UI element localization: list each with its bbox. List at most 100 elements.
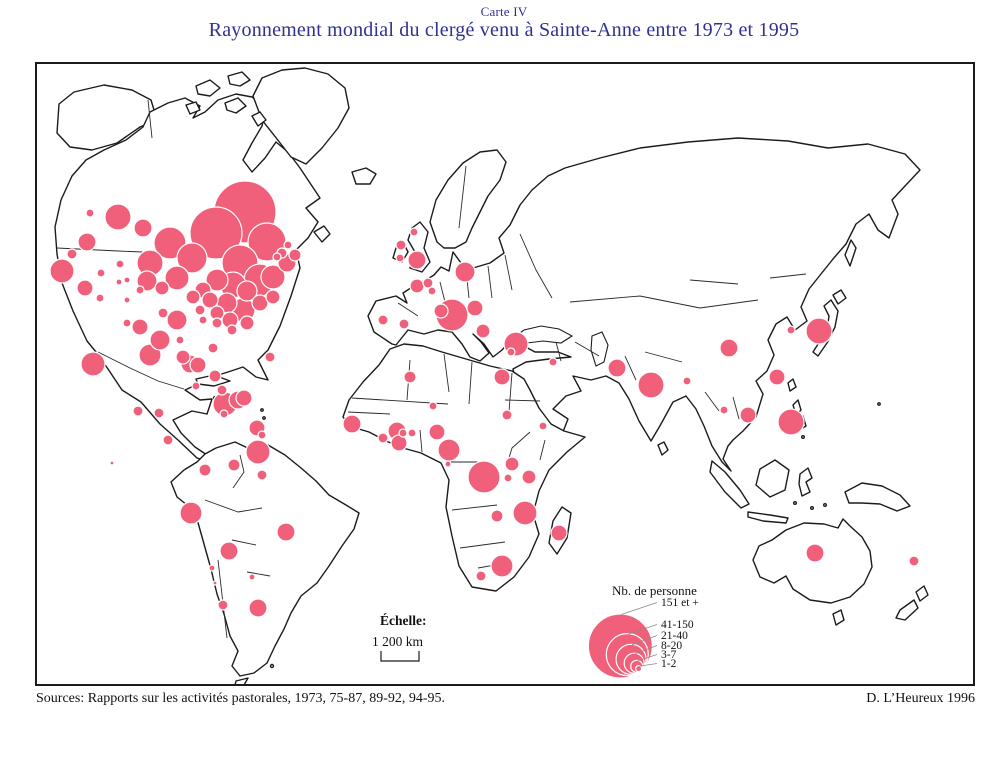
map-circle bbox=[550, 524, 568, 542]
map-circle bbox=[409, 227, 419, 237]
map-circle bbox=[777, 408, 805, 436]
map-circle bbox=[175, 349, 191, 365]
map-circle bbox=[248, 598, 268, 618]
map-circle bbox=[422, 277, 434, 289]
legend-leader-line bbox=[635, 645, 658, 655]
map-circle bbox=[908, 555, 920, 567]
map-circle bbox=[122, 318, 132, 328]
map-circle bbox=[454, 261, 476, 283]
map-circle bbox=[219, 541, 239, 561]
map-circle bbox=[607, 358, 627, 378]
map-circle bbox=[245, 439, 271, 465]
map-circle bbox=[185, 289, 201, 305]
map-circle bbox=[115, 259, 125, 269]
legend-leader-line bbox=[639, 663, 658, 667]
map-circle bbox=[805, 543, 825, 563]
legend-circle bbox=[635, 665, 643, 673]
scale-bar bbox=[380, 651, 420, 662]
map-legend: Nb. de personne 151 et + 41-15021-408-203… bbox=[587, 583, 699, 679]
map-circle bbox=[154, 280, 170, 296]
map-circle bbox=[377, 432, 389, 444]
legend-leader-line bbox=[621, 602, 658, 615]
map-scale: Échelle: 1 200 km bbox=[372, 613, 427, 662]
map-circle bbox=[427, 286, 437, 296]
page-title: Rayonnement mondial du clergé venu à Sai… bbox=[208, 19, 800, 41]
map-circle bbox=[506, 347, 516, 357]
map-circle bbox=[428, 401, 438, 411]
map-circle bbox=[538, 421, 548, 431]
map-circle bbox=[257, 430, 267, 440]
map-circle bbox=[176, 242, 208, 274]
map-circle bbox=[521, 469, 537, 485]
map-circle bbox=[395, 253, 405, 263]
map-circle bbox=[719, 338, 739, 358]
map-circle bbox=[208, 369, 222, 383]
map-circle bbox=[212, 580, 218, 586]
map-circle bbox=[198, 463, 212, 477]
legend-class-label: 41-150 bbox=[661, 619, 694, 631]
map-circle bbox=[157, 307, 169, 319]
map-circle bbox=[49, 258, 75, 284]
map-circle bbox=[260, 264, 286, 290]
map-circle bbox=[512, 500, 538, 526]
map-circle bbox=[166, 309, 188, 331]
world-map: Échelle: 1 200 km Nb. de personne 151 et… bbox=[35, 62, 975, 686]
map-circle bbox=[265, 289, 281, 305]
legend-class-label: 1-2 bbox=[661, 658, 677, 670]
map-circle bbox=[115, 278, 123, 286]
map-circle bbox=[104, 203, 132, 231]
map-circle bbox=[95, 293, 105, 303]
map-circle bbox=[283, 240, 293, 250]
map-circle bbox=[256, 469, 268, 481]
map-circle bbox=[123, 296, 131, 304]
map-circle bbox=[153, 226, 187, 260]
map-circle bbox=[189, 356, 207, 374]
map-circle bbox=[236, 280, 258, 302]
map-circle bbox=[403, 370, 417, 384]
map-circle bbox=[682, 376, 692, 386]
map-circle bbox=[235, 389, 253, 407]
sources-note: Sources: Rapports sur les activités past… bbox=[36, 691, 446, 706]
map-circle bbox=[288, 248, 302, 262]
map-circle bbox=[211, 317, 223, 329]
map-circle bbox=[66, 248, 78, 260]
map-frame bbox=[35, 62, 975, 686]
legend-title: Nb. de personne bbox=[612, 583, 697, 598]
map-circle bbox=[189, 206, 243, 260]
map-circle bbox=[805, 317, 833, 345]
map-circle bbox=[475, 323, 491, 339]
map-circle bbox=[433, 303, 449, 319]
map-circle bbox=[194, 304, 206, 316]
map-circle bbox=[227, 458, 241, 472]
legend-leader-line bbox=[637, 654, 658, 662]
map-circle bbox=[409, 278, 425, 294]
map-circle bbox=[719, 405, 729, 415]
map-circle bbox=[205, 268, 229, 292]
legend-class-label: 151 et + bbox=[661, 597, 699, 609]
map-circle bbox=[501, 409, 513, 421]
map-circle bbox=[132, 405, 144, 417]
map-circle bbox=[390, 434, 408, 452]
map-circle bbox=[162, 434, 174, 446]
map-circle bbox=[475, 570, 487, 582]
map-circle bbox=[437, 438, 461, 462]
author-credit: D. L’Heureux 1996 bbox=[866, 691, 975, 706]
map-circle bbox=[164, 265, 190, 291]
continent-outlines bbox=[54, 67, 929, 686]
map-circle bbox=[768, 368, 786, 386]
map-circle bbox=[96, 268, 106, 278]
map-circle bbox=[85, 208, 95, 218]
map-circle bbox=[133, 218, 153, 238]
map-circle bbox=[251, 294, 269, 312]
map-circle bbox=[123, 276, 131, 284]
scale-distance: 1 200 km bbox=[372, 634, 424, 649]
map-circle bbox=[398, 428, 408, 438]
map-circle bbox=[208, 564, 216, 572]
map-circle bbox=[248, 573, 256, 581]
map-circle bbox=[198, 315, 208, 325]
map-circle bbox=[276, 522, 296, 542]
map-circle bbox=[428, 423, 446, 441]
map-circle bbox=[637, 371, 665, 399]
map-circle bbox=[216, 384, 228, 396]
